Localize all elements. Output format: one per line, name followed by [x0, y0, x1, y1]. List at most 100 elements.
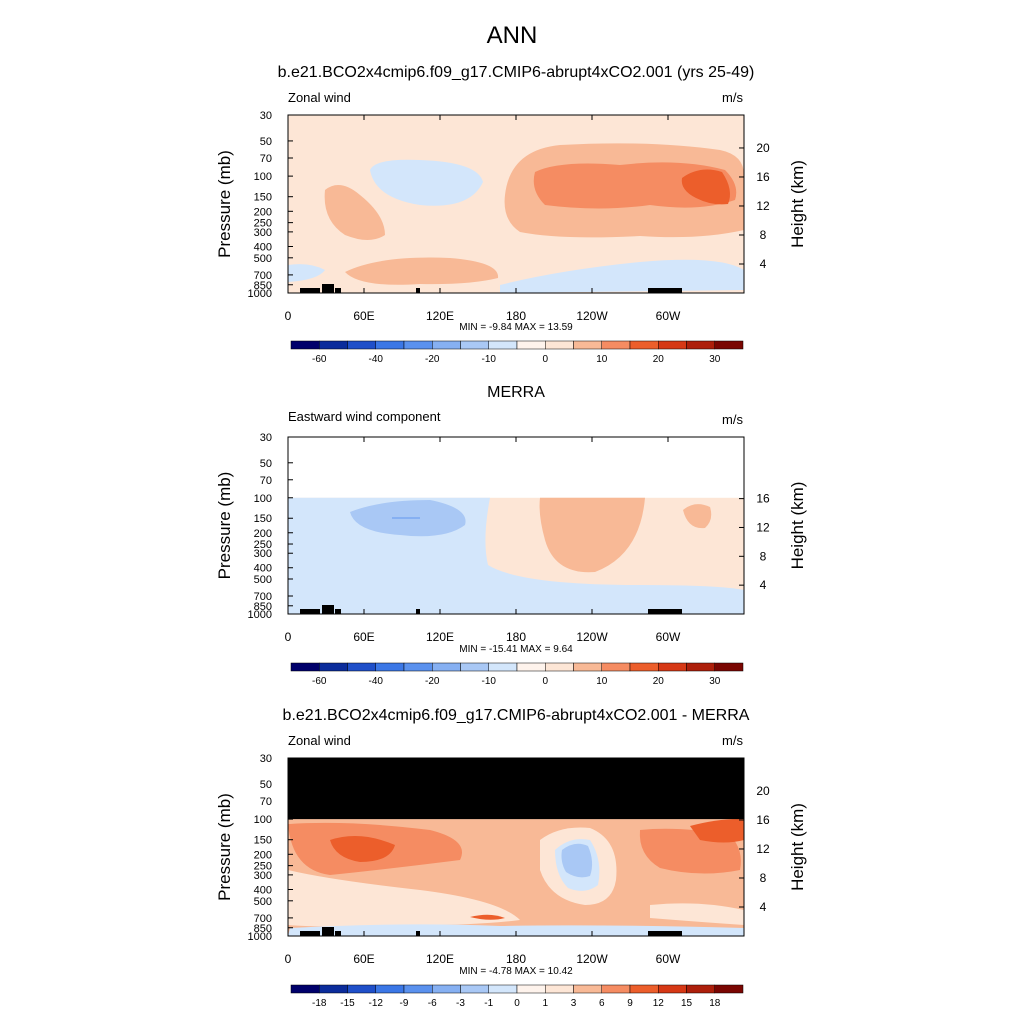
panel-1-x-tick-label: 180: [506, 309, 526, 323]
panel-3-colorbar-label: -1: [484, 998, 493, 1009]
panel-1-topography: [322, 284, 334, 293]
panel-3-colorbar-label: -15: [340, 998, 355, 1009]
panel-3-variable-label: Zonal wind: [288, 733, 351, 748]
panel-1-x-tick-label: 0: [285, 309, 292, 323]
panel-3-right-axis-label: Height (km): [788, 803, 807, 891]
panel-2-right-tick-label: 8: [760, 549, 767, 563]
panel-1-right-axis-label: Height (km): [788, 160, 807, 248]
panel-3-x-tick-label: 60W: [656, 952, 681, 966]
panel-1-y-tick-label: 500: [254, 253, 272, 265]
panel-2-y-tick-label: 700: [254, 591, 272, 603]
panel-3-colorbar-swatch: [290, 984, 320, 994]
panel-2-colorbar-label: 20: [653, 676, 665, 687]
panel-1-y-tick-label: 30: [260, 110, 272, 122]
panel-3-y-tick-label: 400: [254, 884, 272, 896]
panel-3-x-tick-label: 180: [506, 952, 526, 966]
panel-3-colorbar-swatch: [347, 984, 376, 994]
panel-3-colorbar-swatch: [629, 984, 659, 994]
panel-2-colorbar-swatch: [319, 662, 348, 672]
panel-2-colorbar-label: -40: [369, 676, 384, 687]
panel-3-colorbar-label: 0: [514, 998, 520, 1009]
panel-1-topography: [416, 288, 420, 293]
panel-1-y-axis-label: Pressure (mb): [215, 150, 234, 258]
panel-1-colorbar-swatch: [658, 340, 687, 350]
panel-1-positive-contour: [533, 162, 737, 209]
panel-2-colorbar-label: 30: [709, 676, 721, 687]
panel-2-topography: [335, 609, 341, 614]
panel-3-colorbar-swatch: [403, 984, 433, 994]
panel-3-topography: [416, 931, 420, 936]
panel-1-colorbar-swatch: [545, 340, 574, 350]
panel-2-colorbar-label: 0: [542, 676, 548, 687]
panel-3-colorbar-label: -3: [456, 998, 465, 1009]
panel-3-title: b.e21.BCO2x4cmip6.f09_g17.CMIP6-abrupt4x…: [282, 707, 750, 724]
panel-3-topography: [300, 931, 320, 936]
panel-1-colorbar-label: -60: [312, 354, 327, 365]
panel-2-positive-contour: [539, 497, 645, 573]
panel-2-colorbar-swatch: [658, 662, 687, 672]
panel-3-colorbar-label: 18: [709, 998, 721, 1009]
panel-1-x-tick-label: 60W: [656, 309, 681, 323]
panel-3-topography: [648, 931, 682, 936]
panel-3-topography: [322, 927, 334, 936]
panel-2-colorbar-swatch: [375, 662, 405, 672]
panel-2-colorbar-swatch: [460, 662, 489, 672]
panel-2-x-tick-label: 180: [506, 630, 526, 644]
panel-1-topography: [648, 288, 682, 293]
panel-3-y-tick-label: 300: [254, 870, 272, 882]
panel-1-colorbar-label: -40: [369, 354, 384, 365]
panel-2-colorbar-swatch: [488, 662, 518, 672]
panel-2-colorbar-swatch: [573, 662, 602, 672]
panel-1-topography: [300, 288, 320, 293]
panel-2-x-tick-label: 120E: [426, 630, 454, 644]
panel-2-positive-contour: [683, 504, 712, 529]
panel-2-y-tick-label: 70: [260, 475, 272, 487]
panel-1-colorbar-swatch: [516, 340, 546, 350]
panel-2-y-tick-label: 500: [254, 574, 272, 586]
panel-2-topography: [648, 609, 682, 614]
panel-1-topography: [335, 288, 341, 293]
panel-3-colorbar-swatch: [319, 984, 348, 994]
panel-2-variable-label: Eastward wind component: [288, 409, 441, 424]
panel-2-colorbar-swatch: [432, 662, 461, 672]
panel-2-title: MERRA: [487, 384, 545, 401]
panel-2-stats: MIN = -15.41 MAX = 9.64: [459, 644, 573, 655]
panel-1-colorbar-label: -20: [425, 354, 440, 365]
panel-3-masked-region: [288, 758, 744, 820]
panel-1-y-tick-label: 700: [254, 270, 272, 282]
panel-1-colorbar-swatch: [629, 340, 659, 350]
panel-2-x-tick-label: 60E: [353, 630, 374, 644]
panel-1-colorbar-label: 10: [596, 354, 608, 365]
panel-3-colorbar-label: -6: [428, 998, 437, 1009]
panel-3-y-tick-label: 500: [254, 896, 272, 908]
panel-3-x-tick-label: 120E: [426, 952, 454, 966]
panel-3-fields: [288, 758, 744, 936]
panel-2-x-tick-label: 60W: [656, 630, 681, 644]
panel-3-topography: [335, 931, 341, 936]
panel-2-colorbar-swatch: [601, 662, 631, 672]
panel-1-y-tick-label: 100: [254, 171, 272, 183]
panel-1-colorbar-swatch: [488, 340, 518, 350]
panel-2-y-tick-label: 200: [254, 528, 272, 540]
panel-3-colorbar-label: 6: [599, 998, 605, 1009]
panel-1-negative-contour: [370, 159, 483, 206]
panel-1-colorbar-label: -10: [482, 354, 497, 365]
panel-3-colorbar-label: -12: [369, 998, 384, 1009]
panel-3-right-tick-label: 12: [756, 842, 770, 856]
panel-2-colorbar-label: -20: [425, 676, 440, 687]
panel-1-x-tick-label: 60E: [353, 309, 374, 323]
panel-1-right-tick-label: 12: [756, 199, 770, 213]
panel-1-colorbar-swatch: [319, 340, 348, 350]
panel-2-topography: [416, 609, 420, 614]
panel-2-y-tick-label: 250: [254, 539, 272, 551]
panel-3-y-tick-label: 850: [254, 923, 272, 935]
panel-2-y-tick-label: 30: [260, 432, 272, 444]
panel-1-colorbar-swatch: [290, 340, 320, 350]
panel-3-y-tick-label: 250: [254, 861, 272, 873]
panel-3-y-tick-label: 50: [260, 779, 272, 791]
panel-2-colorbar-swatch: [686, 662, 715, 672]
panel-3-right-tick-label: 8: [760, 871, 767, 885]
panel-3-negative-contour: [288, 924, 744, 936]
panel-2-y-tick-label: 400: [254, 563, 272, 575]
